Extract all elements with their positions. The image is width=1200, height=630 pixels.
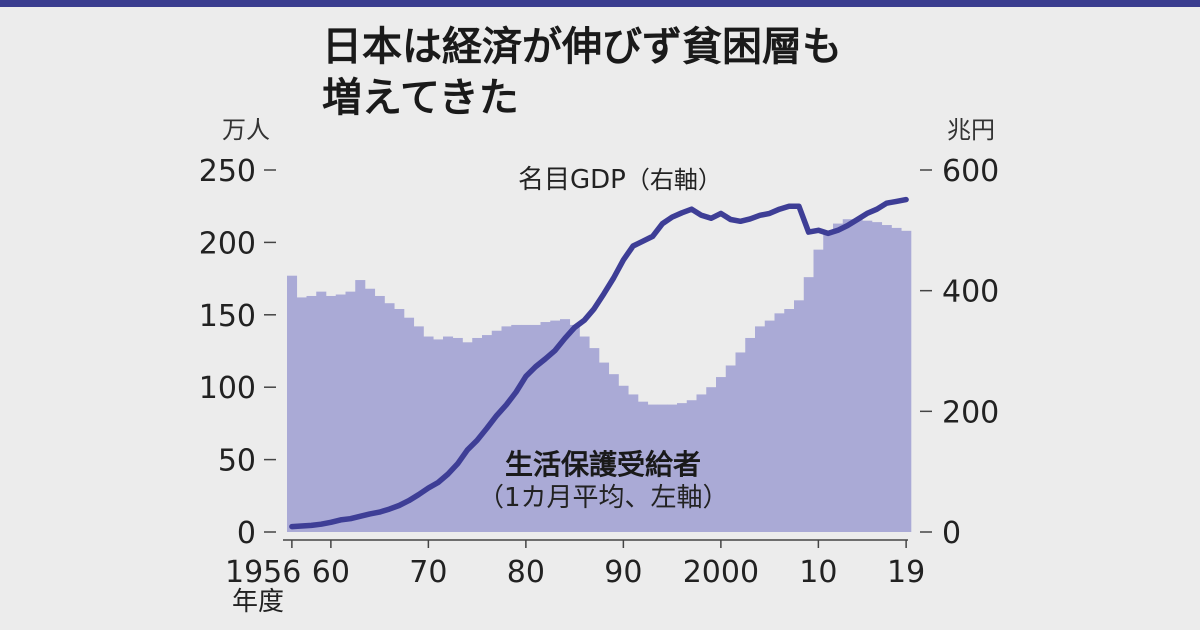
welfare-bar-2017 [881,225,892,532]
chart-title-line-2: 増えてきた [322,75,519,121]
gdp-series-label: 名目GDP（右軸） [518,165,722,195]
welfare-bar-1996 [677,403,688,532]
right-axis-unit: 兆円 [947,116,995,144]
welfare-bar-1957 [296,297,307,532]
chart-title-line-1: 日本は経済が伸びず貧困層も [322,24,842,70]
welfare-bar-2005 [764,320,775,532]
welfare-bar-1980 [521,324,532,532]
welfare-bar-1983 [550,320,561,532]
gdp-series-subname: （右軸） [626,166,722,194]
welfare-bar-2001 [725,365,736,532]
welfare-bar-1968 [404,317,415,532]
welfare-bar-1999 [706,387,717,532]
welfare-bar-2019 [901,230,912,532]
welfare-bar-1962 [345,291,356,532]
welfare-bar-1997 [686,400,697,532]
right-tick-label-0: 0 [942,516,961,551]
welfare-bar-1974 [462,342,473,532]
top-accent-bar [0,0,1200,7]
left-tick-label-250: 250 [199,154,256,189]
welfare-bar-2009 [803,277,814,532]
welfare-bar-1972 [443,336,454,532]
welfare-bar-1971 [433,339,444,532]
right-tick-label-200: 200 [942,395,999,430]
x-tick-label-1980: 80 [507,555,545,590]
welfare-bar-1964 [365,288,376,532]
welfare-bar-1963 [355,280,366,532]
x-tick-label-1960: 60 [312,555,350,590]
welfare-bar-2015 [862,220,873,532]
left-tick-label-150: 150 [199,299,256,334]
welfare-bar-1961 [335,294,346,532]
welfare-bar-2013 [842,219,853,533]
left-axis-unit: 万人 [222,116,270,144]
welfare-bar-1986 [579,336,590,532]
bar-series [287,219,912,533]
welfare-bar-1978 [501,326,512,532]
welfare-bar-1967 [394,309,405,532]
welfare-bar-1960 [326,295,337,532]
welfare-bar-2003 [745,337,756,532]
welfare-bar-1995 [667,404,678,532]
welfare-series-subname: （1カ月平均、左軸） [478,483,729,513]
welfare-bar-1985 [569,324,580,532]
welfare-bar-2018 [891,227,902,533]
x-tick-label-1990: 90 [604,555,642,590]
left-tick-label-50: 50 [218,444,256,479]
welfare-bar-1970 [423,336,434,532]
welfare-bar-2006 [774,313,785,532]
x-axis-label: 年度 [232,587,284,617]
welfare-bar-1976 [482,335,493,532]
welfare-bar-1958 [306,295,317,532]
welfare-bar-1956 [287,275,298,532]
welfare-bar-1989 [608,374,619,532]
x-tick-label-1956: 1956 [225,555,301,590]
welfare-bar-1987 [589,348,600,532]
welfare-bar-1965 [374,295,385,532]
welfare-bar-1991 [628,394,639,532]
welfare-bar-1988 [599,362,610,532]
welfare-bar-1994 [657,404,668,532]
welfare-bar-1998 [696,394,707,532]
welfare-bar-1959 [316,291,327,532]
x-tick-label-2010: 10 [799,555,837,590]
chart-title: 日本は経済が伸びず貧困層も 増えてきた [322,22,962,124]
welfare-bar-1979 [511,324,522,532]
left-tick-label-100: 100 [199,371,256,406]
gdp-series-name: 名目GDP [518,165,626,195]
welfare-bar-2016 [872,222,883,532]
welfare-bar-1975 [472,337,483,532]
gdp-line [289,196,909,530]
welfare-bar-2004 [755,326,766,532]
welfare-bar-2000 [716,377,727,532]
welfare-bar-2007 [784,309,795,532]
welfare-bar-1966 [384,303,395,532]
welfare-bar-1973 [452,337,463,532]
welfare-bar-1993 [647,404,658,532]
left-tick-label-0: 0 [237,516,256,551]
axes: 0 50 100 150 200 250 0 200 400 600 1956 60 70 80 90 200… [199,154,1000,590]
welfare-bar-1990 [618,385,629,532]
x-tick-label-2019: 19 [887,555,925,590]
welfare-bar-2002 [735,352,746,532]
welfare-bar-1977 [491,330,502,532]
welfare-bar-1981 [530,324,541,532]
right-tick-label-400: 400 [942,275,999,310]
welfare-bar-2012 [833,223,844,532]
left-tick-label-200: 200 [199,226,256,261]
welfare-bar-1982 [540,322,551,532]
welfare-bar-1984 [560,319,571,532]
x-tick-label-2000: 2000 [683,555,759,590]
right-tick-label-600: 600 [942,154,999,189]
welfare-bar-2011 [823,232,834,532]
welfare-bar-2014 [852,219,863,533]
welfare-bar-1969 [413,326,424,532]
welfare-bar-2008 [794,300,805,532]
line-series [289,196,909,530]
welfare-series-name: 生活保護受給者 [505,448,701,481]
x-tick-label-1970: 70 [409,555,447,590]
welfare-bar-2010 [813,249,824,532]
welfare-bar-1992 [638,401,649,532]
